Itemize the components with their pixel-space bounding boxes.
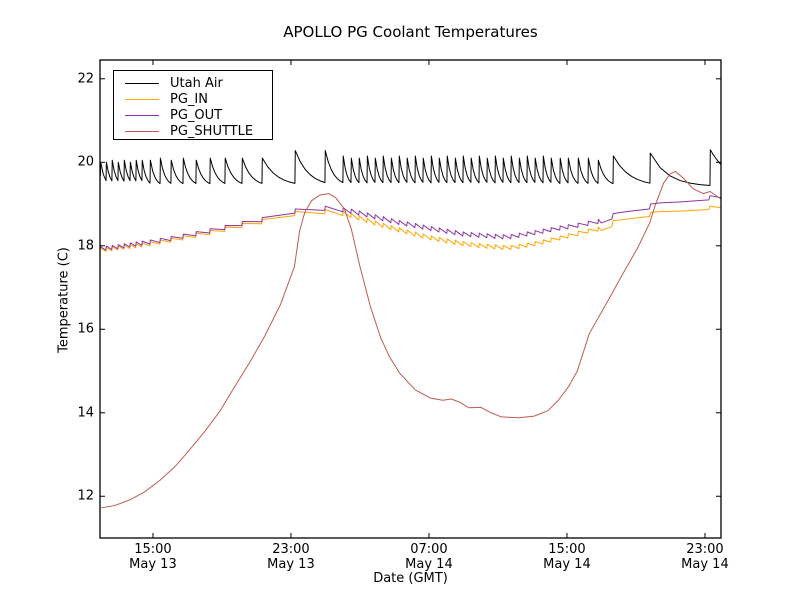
legend-label: Utah Air: [170, 75, 223, 91]
legend-line-swatch: [125, 114, 159, 116]
x-tick-label: 15:00 May 13: [129, 542, 177, 572]
series-pg-shuttle: [101, 170, 722, 509]
axes-frame: [99, 59, 722, 539]
legend: Utah Air PG_IN PG_OUT PG_SHUTTLE: [113, 70, 273, 140]
y-tick-label: 20: [77, 154, 94, 170]
x-tick-label: 23:00 May 13: [267, 542, 315, 572]
legend-label: PG_OUT: [170, 107, 223, 123]
legend-item: PG_OUT: [114, 107, 272, 123]
y-axis-label: Temperature (C): [56, 247, 72, 353]
legend-label: PG_SHUTTLE: [170, 123, 254, 139]
legend-line-swatch: [125, 82, 159, 84]
legend-line-swatch: [125, 98, 159, 100]
x-tick-label: 07:00 May 14: [405, 542, 453, 572]
y-tick-label: 12: [77, 488, 94, 504]
series-pg-out: [99, 195, 722, 251]
x-tick-label: 15:00 May 14: [543, 542, 591, 572]
series-pg-in: [99, 205, 722, 252]
y-tick-label: 14: [77, 405, 94, 421]
legend-label: PG_IN: [170, 91, 208, 107]
series-utah-air: [99, 149, 722, 186]
legend-line-swatch: [125, 130, 159, 132]
x-axis-label: Date (GMT): [373, 571, 448, 586]
legend-item: Utah Air: [114, 75, 272, 91]
y-tick-label: 18: [77, 238, 94, 254]
chart-title: APOLLO PG Coolant Temperatures: [283, 23, 538, 41]
y-tick-label: 22: [77, 71, 94, 87]
legend-item: PG_SHUTTLE: [114, 123, 272, 139]
x-tick-label: 23:00 May 14: [681, 542, 729, 572]
y-tick-label: 16: [77, 321, 94, 337]
legend-item: PG_IN: [114, 91, 272, 107]
